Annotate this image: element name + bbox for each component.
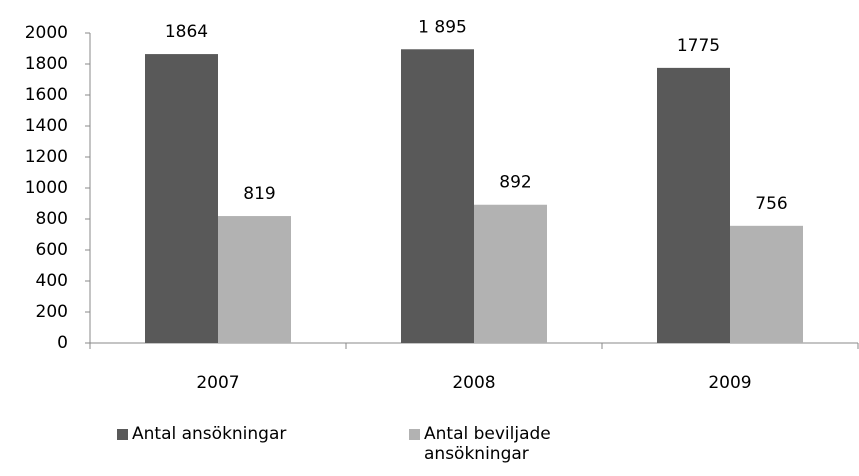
bar bbox=[145, 54, 218, 344]
bar bbox=[730, 225, 803, 343]
data-label: 892 bbox=[499, 173, 531, 193]
bar bbox=[657, 67, 730, 343]
y-tick-label: 1400 bbox=[25, 116, 68, 136]
x-tick-label: 2008 bbox=[452, 373, 495, 393]
x-tick-label: 2007 bbox=[196, 373, 239, 393]
y-tick-label: 1600 bbox=[25, 85, 68, 105]
y-tick-label: 1000 bbox=[25, 178, 68, 198]
y-tick-label: 600 bbox=[36, 240, 68, 260]
data-label: 756 bbox=[755, 194, 787, 214]
legend-swatch bbox=[117, 429, 128, 440]
y-tick-label: 1200 bbox=[25, 147, 68, 167]
y-tick-label: 2000 bbox=[25, 23, 68, 43]
legend-label: Antal ansökningar bbox=[132, 424, 287, 444]
bar bbox=[474, 204, 547, 343]
legend-label: Antal beviljade ansökningar bbox=[424, 424, 551, 464]
y-tick-label: 200 bbox=[36, 302, 68, 322]
data-label: 1 895 bbox=[418, 17, 467, 37]
y-tick-label: 800 bbox=[36, 209, 68, 229]
legend-item: Antal ansökningar bbox=[117, 424, 302, 444]
legend-item: Antal beviljade ansökningar bbox=[409, 424, 594, 464]
bar bbox=[401, 49, 474, 344]
y-tick-label: 1800 bbox=[25, 54, 68, 74]
bar bbox=[218, 216, 291, 343]
data-label: 1864 bbox=[165, 22, 208, 42]
data-label: 1775 bbox=[677, 36, 720, 56]
x-tick-label: 2009 bbox=[708, 373, 751, 393]
y-tick-label: 400 bbox=[36, 271, 68, 291]
legend-swatch bbox=[409, 429, 420, 440]
data-label: 819 bbox=[243, 184, 275, 204]
y-tick-label: 0 bbox=[57, 333, 68, 353]
